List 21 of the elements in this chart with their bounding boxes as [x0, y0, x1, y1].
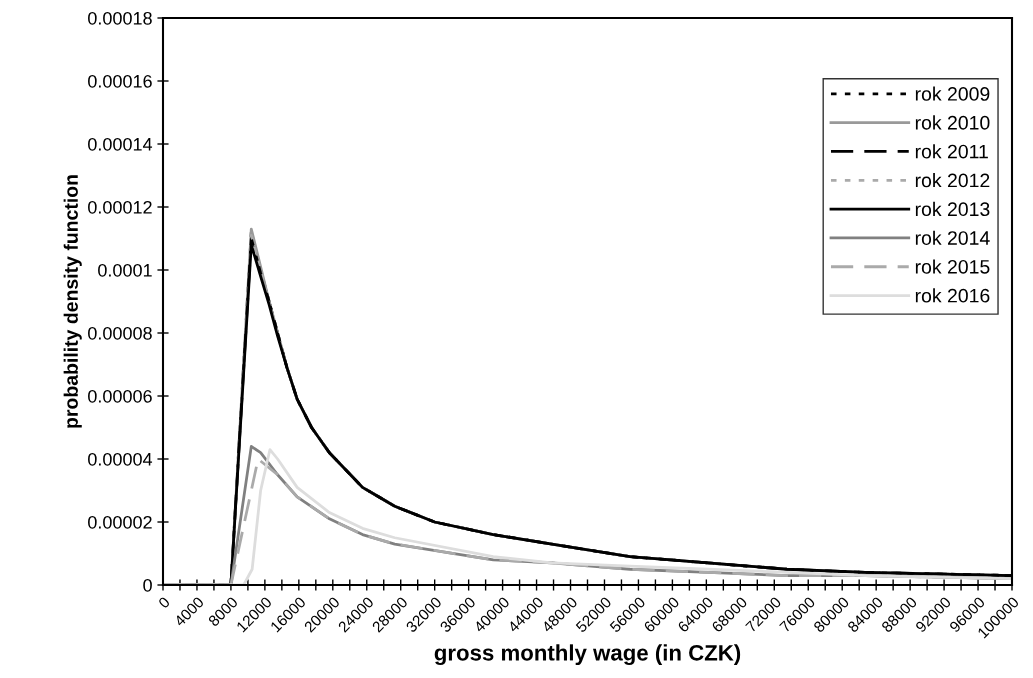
y-tick-label: 0.00006 — [88, 389, 152, 403]
y-tick-label: 0.0001 — [98, 263, 152, 277]
x-tick-label: 0 — [157, 596, 171, 609]
y-tick-label: 0 — [143, 578, 152, 592]
legend-label: rok 2013 — [915, 201, 990, 217]
legend-label: rok 2010 — [915, 115, 990, 130]
y-tick-label: 0.00016 — [88, 74, 152, 88]
legend-label: rok 2016 — [915, 288, 990, 303]
y-tick-label: 0.00008 — [88, 326, 152, 340]
legend-label: rok 2009 — [915, 86, 990, 101]
legend-label: rok 2011 — [915, 144, 988, 159]
y-tick-label: 0.00002 — [88, 515, 152, 529]
y-tick-label: 0.00018 — [88, 11, 152, 25]
legend-label: rok 2015 — [915, 259, 990, 274]
y-tick-label: 0.00014 — [88, 137, 153, 151]
y-tick-label: 0.00004 — [88, 452, 153, 466]
legend-label: rok 2012 — [915, 172, 990, 188]
y-axis-title: probability density function — [63, 175, 82, 428]
y-tick-label: 0.00012 — [88, 200, 152, 214]
x-axis-title: gross monthly wage (in CZK) — [434, 644, 741, 666]
legend-label: rok 2014 — [915, 230, 990, 245]
